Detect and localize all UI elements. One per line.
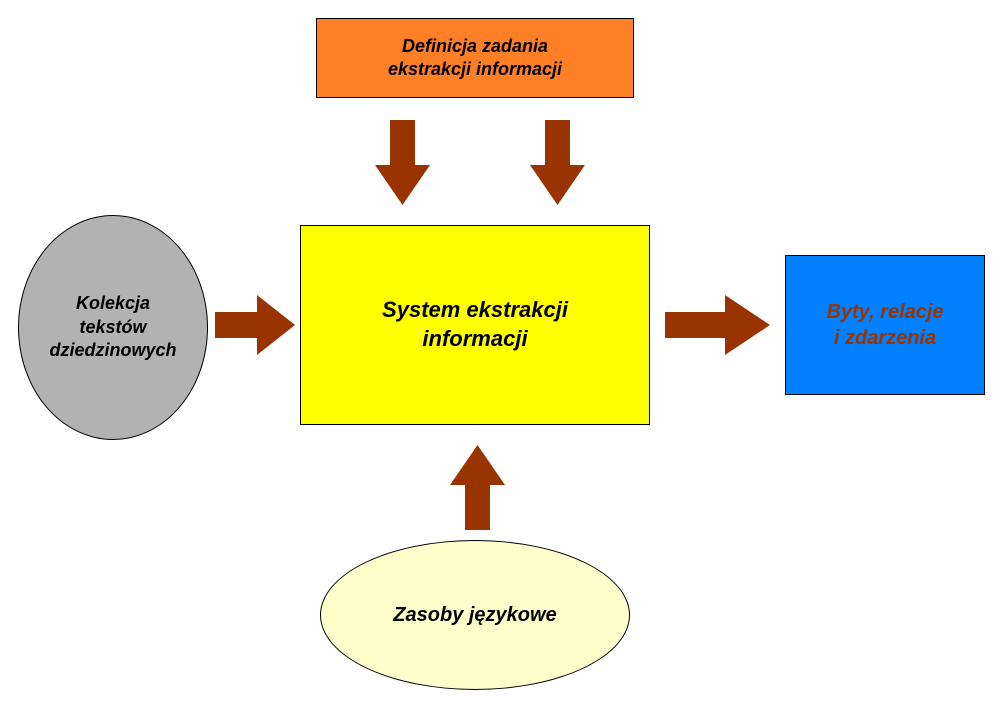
arrow-right-1	[215, 295, 295, 355]
node-entities-label: Byty, relacje i zdarzenia	[826, 299, 943, 351]
node-system: System ekstrakcji informacji	[300, 225, 650, 425]
arrow-up-1	[450, 445, 505, 530]
node-entities: Byty, relacje i zdarzenia	[785, 255, 985, 395]
arrow-right-2	[665, 295, 770, 355]
arrow-down-2	[530, 120, 585, 205]
node-system-label: System ekstrakcji informacji	[382, 296, 568, 353]
arrow-down-1	[375, 120, 430, 205]
node-definition: Definicja zadania ekstrakcji informacji	[316, 18, 634, 98]
node-collection: Kolekcja tekstów dziedzinowych	[18, 215, 208, 440]
node-resources: Zasoby językowe	[320, 540, 630, 690]
node-collection-label: Kolekcja tekstów dziedzinowych	[49, 292, 176, 362]
node-resources-label: Zasoby językowe	[393, 602, 556, 628]
node-definition-label: Definicja zadania ekstrakcji informacji	[388, 35, 562, 82]
